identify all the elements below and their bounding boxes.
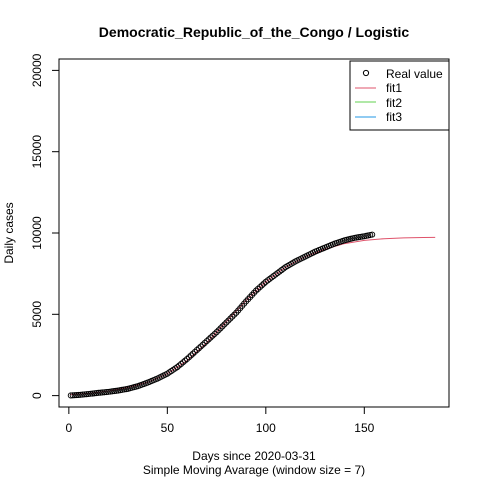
legend-fit3-label: fit3 [386,110,402,124]
real-value-point [369,231,376,238]
real-value-point [89,390,96,397]
real-value-point [69,392,76,399]
real-value-point [105,388,112,395]
real-value-point [95,389,102,396]
y-axis-label: Daily cases [2,202,16,263]
x-tick-label: 150 [354,421,374,435]
real-value-point [85,390,92,398]
real-value-point [91,390,98,397]
real-value-point [111,388,118,395]
real-value-point [229,313,236,320]
real-value-point [211,330,218,338]
real-value-point [109,388,116,395]
real-value-point [113,387,120,394]
real-value-point [260,280,267,287]
y-tick-label: 5000 [30,301,44,328]
real-value-point [185,354,193,361]
real-value-series [67,231,376,399]
real-value-point [215,327,222,334]
real-value-point [254,285,261,292]
real-value-point [182,357,189,364]
real-value-point [199,341,206,348]
real-value-point [103,389,110,396]
y-axis: 0 5000 10000 15000 20000 [30,53,60,399]
legend-real-value-marker [362,69,370,77]
y-tick-label: 20000 [30,53,44,87]
real-value-point [101,389,108,396]
y-tick-label: 15000 [30,135,44,169]
x-axis-label: Days since 2020-03-31 [192,449,316,463]
real-value-point [221,321,228,328]
real-value-point [201,339,208,346]
real-value-point [73,392,80,399]
y-tick-label: 0 [30,392,44,399]
real-value-point [75,391,82,399]
real-value-point [174,364,181,371]
legend-fit1-label: fit1 [386,81,402,95]
real-value-point [107,388,114,395]
real-value-point [203,338,210,345]
legend: Real value fit1 fit2 fit3 [349,60,450,131]
real-value-point [252,287,260,294]
real-value-point [81,391,88,398]
real-value-point [180,359,187,366]
real-value-point [207,334,214,341]
real-value-point [225,317,232,324]
real-value-point [191,348,198,355]
real-value-point [223,319,230,326]
legend-fit2-label: fit2 [386,96,402,110]
y-tick-label: 10000 [30,216,44,250]
legend-box [349,60,450,131]
real-value-point [178,360,185,367]
real-value-point [99,389,106,396]
real-value-point [71,392,78,399]
real-value-point [258,282,265,289]
real-value-point [217,325,224,332]
x-tick-label: 0 [66,421,73,435]
real-value-point [256,284,263,291]
real-value-point [197,343,204,350]
real-value-point [187,352,195,359]
x-tick-label: 50 [161,421,175,435]
real-value-point [205,336,212,343]
real-value-point [219,323,226,330]
real-value-point [227,315,234,322]
real-value-point [97,389,104,396]
real-value-point [189,350,196,357]
real-value-point [83,391,90,398]
legend-real-value-label: Real value [386,67,443,81]
real-value-point [176,362,183,369]
real-value-point [213,329,220,336]
real-value-point [195,345,202,352]
real-value-point [87,390,94,397]
real-value-point [79,391,86,398]
real-value-point [77,391,84,398]
real-value-point [231,311,238,318]
real-value-point [67,392,74,399]
real-value-point [209,332,216,339]
x-axis-subtitle: Simple Moving Avarage (window size = 7) [143,463,365,477]
x-tick-label: 100 [256,421,276,435]
x-axis: 0 50 100 150 [66,406,375,435]
real-value-point [183,355,191,363]
chart-title: Democratic_Republic_of_the_Congo / Logis… [99,24,410,40]
real-value-point [93,390,100,397]
real-value-point [193,347,200,354]
